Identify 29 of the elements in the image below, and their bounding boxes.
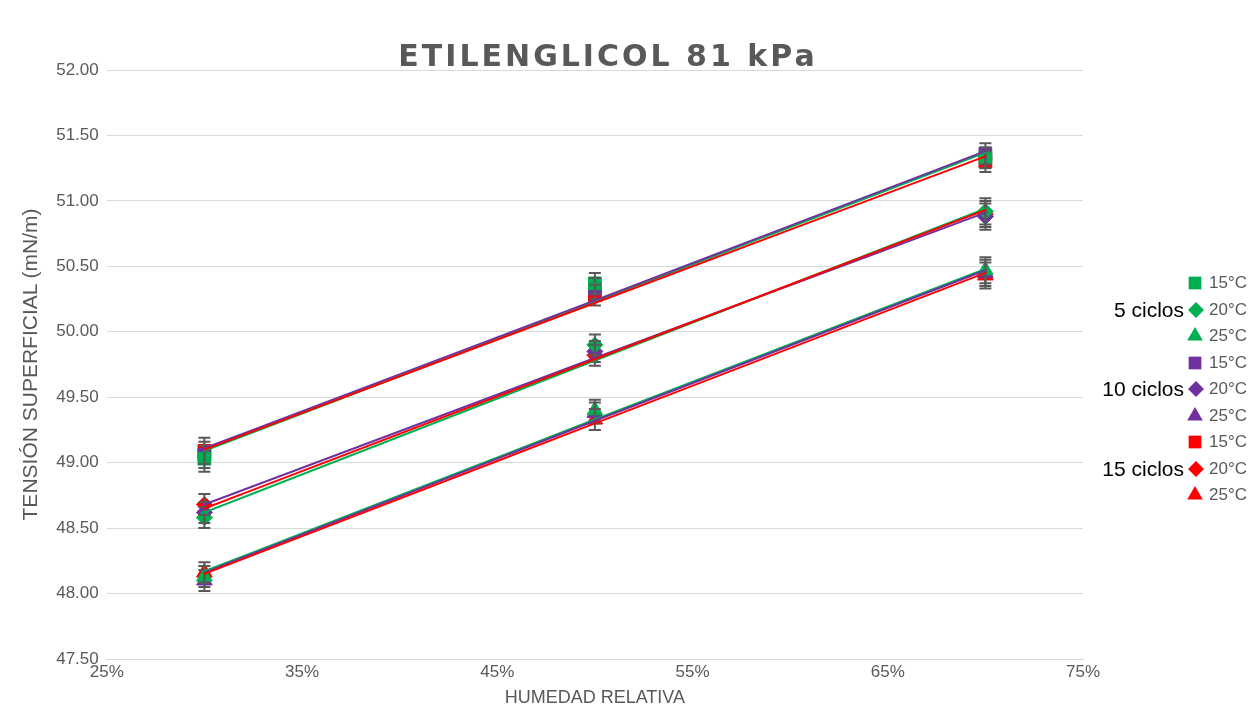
legend-label: 25°C bbox=[1209, 485, 1247, 506]
legend-label: 15°C bbox=[1209, 432, 1247, 453]
legend-label: 15°C bbox=[1209, 273, 1247, 294]
legend-label: 20°C bbox=[1209, 299, 1247, 320]
legend-label: 25°C bbox=[1209, 326, 1247, 347]
y-tick-label: 52.00 bbox=[56, 59, 99, 79]
y-tick-label: 48.00 bbox=[56, 583, 99, 603]
legend-label: 25°C bbox=[1209, 405, 1247, 426]
text: 15 ciclos bbox=[1102, 456, 1185, 481]
y-tick-label: 49.50 bbox=[56, 386, 99, 406]
text: 5 ciclos bbox=[1113, 297, 1185, 322]
x-tick-label: 35% bbox=[284, 661, 320, 681]
text: 10 ciclos bbox=[1102, 377, 1185, 402]
y-axis-title: TENSIÓN SUPERFICIAL (mN/m) bbox=[18, 208, 42, 521]
x-tick-label: 75% bbox=[1065, 661, 1101, 681]
x-tick-label: 65% bbox=[870, 661, 905, 681]
y-tick-label: 51.00 bbox=[56, 190, 99, 210]
y-tick-label: 49.00 bbox=[56, 452, 99, 472]
x-tick-label: 45% bbox=[480, 661, 515, 681]
y-tick-label: 51.50 bbox=[56, 125, 99, 145]
x-axis-title: HUMEDAD RELATIVA bbox=[504, 687, 686, 708]
y-tick-label: 48.50 bbox=[56, 517, 99, 537]
legend-label: 20°C bbox=[1209, 379, 1247, 400]
y-tick-label: 50.50 bbox=[56, 256, 99, 276]
x-tick-label: 55% bbox=[675, 661, 710, 681]
chart-title: ETILENGLICOL 81 kPa bbox=[397, 38, 819, 73]
legend-label: 20°C bbox=[1209, 458, 1247, 479]
y-tick-label: 50.00 bbox=[56, 321, 99, 341]
legend-label: 15°C bbox=[1209, 352, 1247, 373]
